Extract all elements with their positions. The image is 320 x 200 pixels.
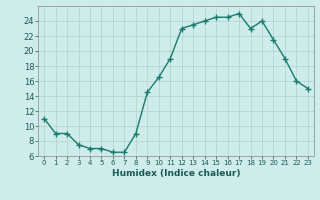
X-axis label: Humidex (Indice chaleur): Humidex (Indice chaleur) xyxy=(112,169,240,178)
